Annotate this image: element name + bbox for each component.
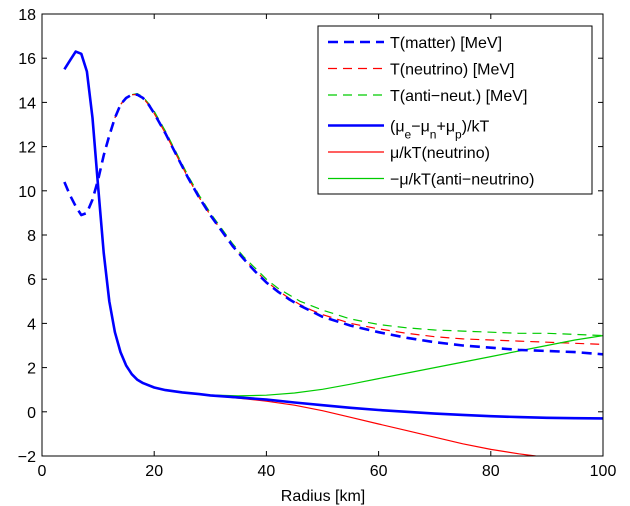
legend: T(matter) [MeV] T(neutrino) [MeV] T(anti−n… xyxy=(317,25,593,195)
series-line-0 xyxy=(63,93,603,356)
y-tick-label: 10 xyxy=(18,184,36,201)
x-tick-label: 0 xyxy=(38,463,47,480)
y-tick-label: 18 xyxy=(18,7,36,24)
x-tick-label: 40 xyxy=(258,463,276,480)
legend-label: T(neutrino) [MeV] xyxy=(390,62,514,79)
y-tick-label: 14 xyxy=(18,95,36,112)
plot-area xyxy=(63,50,603,456)
y-tick-label: 0 xyxy=(27,405,36,422)
legend-label: μ/kT(neutrino) xyxy=(390,145,490,162)
y-tick-label: −2 xyxy=(18,449,36,466)
y-tick-label: 6 xyxy=(27,272,36,289)
legend-label: T(matter) [MeV] xyxy=(390,35,502,52)
legend-label: T(anti−neut.) [MeV] xyxy=(390,88,527,105)
legend-label: (μe−μn+μp)/kT xyxy=(390,119,490,142)
series-line-3 xyxy=(63,50,603,420)
x-tick-label: 60 xyxy=(370,463,388,480)
series-line-5 xyxy=(142,335,603,397)
y-tick-label: 12 xyxy=(18,140,36,157)
x-tick-label: 20 xyxy=(145,463,163,480)
y-tick-label: 8 xyxy=(27,228,36,245)
y-tick-label: 2 xyxy=(27,361,36,378)
x-axis-label: Radius [km] xyxy=(281,488,365,505)
series-line-2 xyxy=(114,92,603,337)
legend-label: −μ/kT(anti−neutrino) xyxy=(390,172,534,189)
y-tick-label: 16 xyxy=(18,51,36,68)
legend-box xyxy=(317,25,593,195)
y-tick-label: 4 xyxy=(27,316,36,333)
x-tick-label: 80 xyxy=(482,463,500,480)
x-tick-label: 100 xyxy=(590,463,617,480)
